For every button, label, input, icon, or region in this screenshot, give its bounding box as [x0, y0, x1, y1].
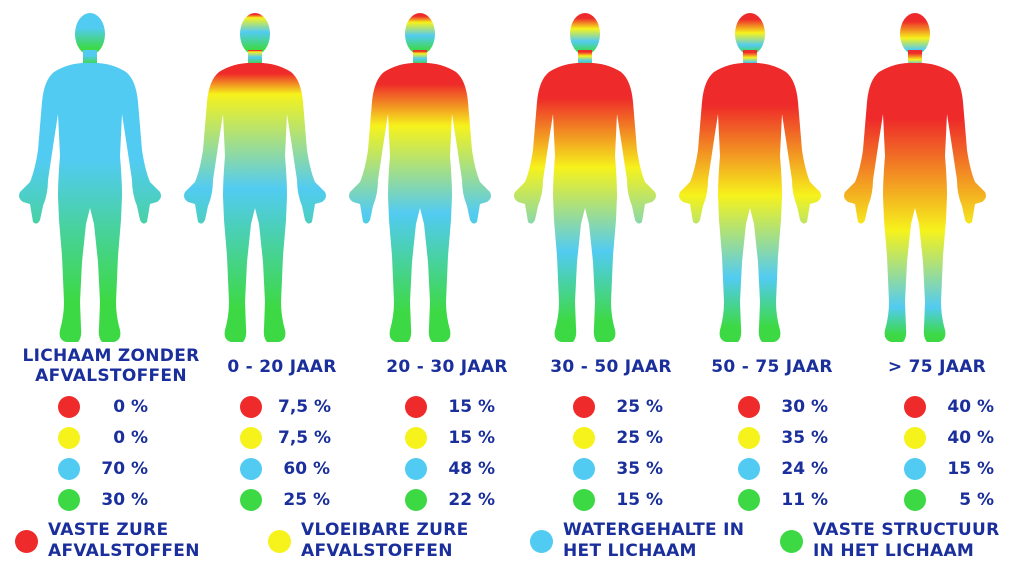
yellow-dot — [58, 427, 80, 449]
column-label-5: > 75 JAAR — [887, 357, 987, 377]
value-row: 7,5 % — [240, 393, 332, 421]
red-dot — [58, 396, 80, 418]
value-row: 60 % — [240, 455, 330, 483]
legend-green-dot — [780, 529, 803, 553]
legend-label: VLOEIBARE ZURE AFVALSTOFFEN — [301, 520, 469, 561]
percentage-value: 24 % — [781, 459, 828, 479]
percentage-value: 35 % — [616, 459, 663, 479]
value-row: 30 % — [58, 486, 148, 514]
percentage-value: 5 % — [959, 490, 994, 510]
green-dot — [240, 489, 262, 511]
column-label-0: LICHAAM ZONDER AFVALSTOFFEN — [22, 346, 200, 386]
value-row: 15 % — [904, 455, 994, 483]
legend-liquid-acid-waste: VLOEIBARE ZURE AFVALSTOFFEN — [268, 520, 469, 562]
value-row: 0 % — [58, 424, 148, 452]
legend-label: VASTE ZURE AFVALSTOFFEN — [48, 520, 200, 561]
green-dot — [58, 489, 80, 511]
blue-dot — [904, 458, 926, 480]
blue-dot — [240, 458, 262, 480]
percentage-value: 25 % — [283, 490, 330, 510]
red-dot — [904, 396, 926, 418]
column-label-4: 50 - 75 JAAR — [711, 357, 833, 377]
green-dot — [573, 489, 595, 511]
value-row: 25 % — [573, 424, 663, 452]
column-label-1: 0 - 20 JAAR — [227, 357, 337, 377]
blue-dot — [405, 458, 427, 480]
percentage-value: 60 % — [283, 459, 330, 479]
green-dot — [904, 489, 926, 511]
value-row: 70 % — [58, 455, 148, 483]
column-label-3: 30 - 50 JAAR — [550, 357, 672, 377]
legend-red-dot — [15, 529, 38, 553]
body-figure-5 — [835, 10, 995, 350]
body-figure-2 — [340, 10, 500, 350]
percentage-value: 0 % — [113, 428, 148, 448]
value-row: 48 % — [405, 455, 495, 483]
red-dot — [573, 396, 595, 418]
column-label-2: 20 - 30 JAAR — [386, 357, 508, 377]
green-dot — [405, 489, 427, 511]
red-dot — [405, 396, 427, 418]
legend-blue-dot — [530, 529, 553, 553]
yellow-dot — [904, 427, 926, 449]
value-row: 30 % — [738, 393, 828, 421]
percentage-value: 7,5 % — [278, 397, 332, 417]
value-row: 35 % — [738, 424, 828, 452]
legend-water-content: WATERGEHALTE IN HET LICHAAM — [530, 520, 744, 562]
value-row: 7,5 % — [240, 424, 332, 452]
blue-dot — [58, 458, 80, 480]
percentage-value: 48 % — [448, 459, 495, 479]
red-dot — [738, 396, 760, 418]
legend-solid-structure: VASTE STRUCTUUR IN HET LICHAAM — [780, 520, 1000, 562]
percentage-value: 30 % — [781, 397, 828, 417]
body-figure-4 — [670, 10, 830, 350]
value-row: 5 % — [904, 486, 994, 514]
value-row: 40 % — [904, 424, 994, 452]
blue-dot — [738, 458, 760, 480]
percentage-value: 25 % — [616, 428, 663, 448]
value-row: 22 % — [405, 486, 495, 514]
value-row: 40 % — [904, 393, 994, 421]
legend-label: VASTE STRUCTUUR IN HET LICHAAM — [813, 520, 1000, 561]
value-row: 15 % — [573, 486, 663, 514]
blue-dot — [573, 458, 595, 480]
percentage-value: 40 % — [947, 428, 994, 448]
legend-solid-acid-waste: VASTE ZURE AFVALSTOFFEN — [15, 520, 200, 562]
value-row: 25 % — [573, 393, 663, 421]
percentage-value: 11 % — [781, 490, 828, 510]
legend-label: WATERGEHALTE IN HET LICHAAM — [563, 520, 745, 561]
value-row: 15 % — [405, 424, 495, 452]
value-row: 35 % — [573, 455, 663, 483]
yellow-dot — [240, 427, 262, 449]
percentage-value: 15 % — [448, 397, 495, 417]
percentage-value: 22 % — [448, 490, 495, 510]
value-row: 25 % — [240, 486, 330, 514]
percentage-value: 15 % — [616, 490, 663, 510]
percentage-value: 15 % — [947, 459, 994, 479]
yellow-dot — [738, 427, 760, 449]
value-row: 11 % — [738, 486, 828, 514]
percentage-value: 70 % — [101, 459, 148, 479]
red-dot — [240, 396, 262, 418]
yellow-dot — [573, 427, 595, 449]
green-dot — [738, 489, 760, 511]
value-row: 24 % — [738, 455, 828, 483]
yellow-dot — [405, 427, 427, 449]
percentage-value: 35 % — [781, 428, 828, 448]
body-figure-1 — [175, 10, 335, 350]
value-row: 15 % — [405, 393, 495, 421]
value-row: 0 % — [58, 393, 148, 421]
percentage-value: 15 % — [448, 428, 495, 448]
legend-yellow-dot — [268, 529, 291, 553]
percentage-value: 40 % — [947, 397, 994, 417]
percentage-value: 25 % — [616, 397, 663, 417]
percentage-value: 30 % — [101, 490, 148, 510]
body-figure-3 — [505, 10, 665, 350]
percentage-value: 7,5 % — [278, 428, 332, 448]
body-figure-0 — [10, 10, 170, 350]
percentage-value: 0 % — [113, 397, 148, 417]
